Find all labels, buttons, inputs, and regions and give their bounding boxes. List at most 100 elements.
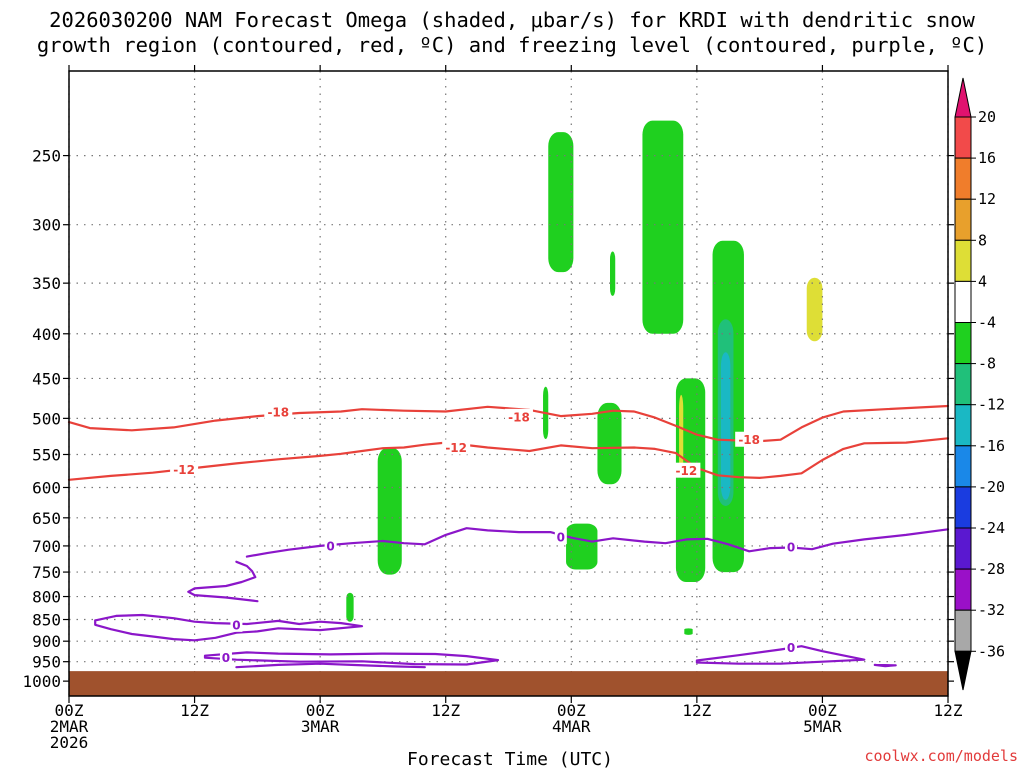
contour-label: -18 <box>267 406 289 420</box>
colorbar-label: 16 <box>978 149 996 167</box>
colorbar-top-arrow <box>954 77 972 118</box>
omega-region-14 <box>684 628 693 635</box>
y-tick-label: 450 <box>32 369 61 388</box>
x-tick-label: 00Z 5MAR <box>803 701 842 736</box>
colorbar-label: -8 <box>978 355 996 373</box>
y-tick-label: 1000 <box>22 672 61 691</box>
credit-link[interactable]: coolwx.com/models <box>864 747 1018 765</box>
contour-label: -12 <box>173 463 195 477</box>
contour-layer <box>67 404 950 669</box>
y-tick-label: 350 <box>32 274 61 293</box>
plot-frame <box>68 70 949 697</box>
y-tick-label: 600 <box>32 478 61 497</box>
y-axis: 250 300 350 400 450 500 550 600 650 700 750 800 850 9… <box>22 147 954 691</box>
y-tick-label: 250 <box>32 147 61 166</box>
colorbar-label: -24 <box>978 519 1005 537</box>
omega-region-8 <box>597 402 622 485</box>
contour-label: -18 <box>738 433 760 447</box>
y-tick-label: 750 <box>32 563 61 582</box>
ground-surface <box>69 671 948 696</box>
colorbar-bin <box>954 445 972 488</box>
y-tick-label: 950 <box>32 653 61 672</box>
surface-terrain-layer <box>69 671 948 696</box>
x-tick-label: 00Z 2MAR 2026 <box>50 701 89 752</box>
colorbar-bin <box>954 609 972 652</box>
omega-region-13 <box>346 592 354 622</box>
chart-title-line2: growth region (contoured, red, ºC) and f… <box>37 33 987 57</box>
y-tick-label: 900 <box>32 632 61 651</box>
contour-8 <box>873 663 897 668</box>
omega-region-1 <box>610 251 616 296</box>
x-tick-label: 00Z 3MAR <box>301 701 340 736</box>
x-tick-label: 12Z <box>180 701 209 720</box>
contour-label: 0 <box>326 539 334 553</box>
colorbar-label: -16 <box>978 437 1005 455</box>
contour-label: -12 <box>445 441 467 455</box>
contour-label-bg <box>554 529 567 545</box>
contour-label-bg <box>672 462 701 478</box>
y-tick-label: 550 <box>32 445 61 464</box>
contour-label: 0 <box>787 641 795 655</box>
colorbar-bin <box>954 116 972 159</box>
contour-label-bg <box>324 537 337 553</box>
colorbar-bin <box>954 157 972 200</box>
y-tick-label: 800 <box>32 588 61 607</box>
colorbar-label: 8 <box>978 231 987 249</box>
x-axis: 00Z 2MAR 2026 12Z 00Z 3MAR 12Z 00Z 4MAR 12Z 00Z 5MA… <box>50 65 963 752</box>
colorbar-bin <box>954 363 972 406</box>
omega-region-6 <box>806 277 823 342</box>
y-tick-label: 300 <box>32 216 61 235</box>
colorbar-label: -32 <box>978 601 1005 619</box>
y-tick-label: 650 <box>32 509 61 528</box>
colorbar-label: -20 <box>978 478 1005 496</box>
omega-region-0 <box>548 132 574 273</box>
x-tick-label: 00Z 4MAR <box>552 701 591 736</box>
contour-label-bg <box>170 461 199 477</box>
colorbar-label: 4 <box>978 272 987 290</box>
contour-4 <box>94 613 364 642</box>
colorbar-bin <box>954 527 972 570</box>
contour-label: -12 <box>676 464 698 478</box>
omega-region-5 <box>720 352 731 500</box>
colorbar-label: -4 <box>978 314 996 332</box>
contour-label-bg <box>785 639 798 655</box>
contour-7 <box>235 662 426 669</box>
colorbar-label: 12 <box>978 190 996 208</box>
contour-label-bg <box>785 538 798 554</box>
contour-3 <box>187 560 259 603</box>
contour-label-bg <box>219 649 232 665</box>
colorbar-bin <box>954 239 972 282</box>
plot-area <box>69 71 948 696</box>
contour-5 <box>203 651 500 666</box>
contour-label: 0 <box>787 540 795 554</box>
contour-label-bg <box>735 431 764 447</box>
contour-label: -18 <box>508 410 530 424</box>
x-tick-label: 12Z <box>682 701 711 720</box>
colorbar-bin <box>954 198 972 241</box>
colorbar-bin <box>954 486 972 529</box>
contour-0 <box>67 404 950 443</box>
colorbar-bin <box>954 404 972 447</box>
colorbar: 20 16 12 8 4 -4 -8 -12 -16 -20 -24 -28 -32 -36 <box>954 77 1005 691</box>
contour-label-bg <box>230 616 243 632</box>
colorbar-bin <box>954 322 972 365</box>
contour-label-bg <box>504 408 533 424</box>
colorbar-bottom-arrow <box>954 650 972 691</box>
colorbar-label: -28 <box>978 560 1005 578</box>
contour-label: 0 <box>557 531 565 545</box>
x-tick-label: 12Z <box>431 701 460 720</box>
y-tick-label: 400 <box>32 325 61 344</box>
y-tick-label: 700 <box>32 537 61 556</box>
contour-6 <box>695 645 866 665</box>
x-tick-label: 12Z <box>934 701 963 720</box>
contour-2 <box>245 527 950 558</box>
contour-label: 0 <box>222 651 230 665</box>
contour-1 <box>67 437 950 481</box>
contour-label-bg <box>264 404 293 420</box>
omega-shading-layer <box>346 120 823 635</box>
colorbar-label: -12 <box>978 396 1005 414</box>
colorbar-bin <box>954 280 972 323</box>
contour-label-layer: -18 -18 -18 -12 -12 -12 0 0 0 0 0 0 <box>170 404 798 665</box>
contour-label-bg <box>442 439 471 455</box>
